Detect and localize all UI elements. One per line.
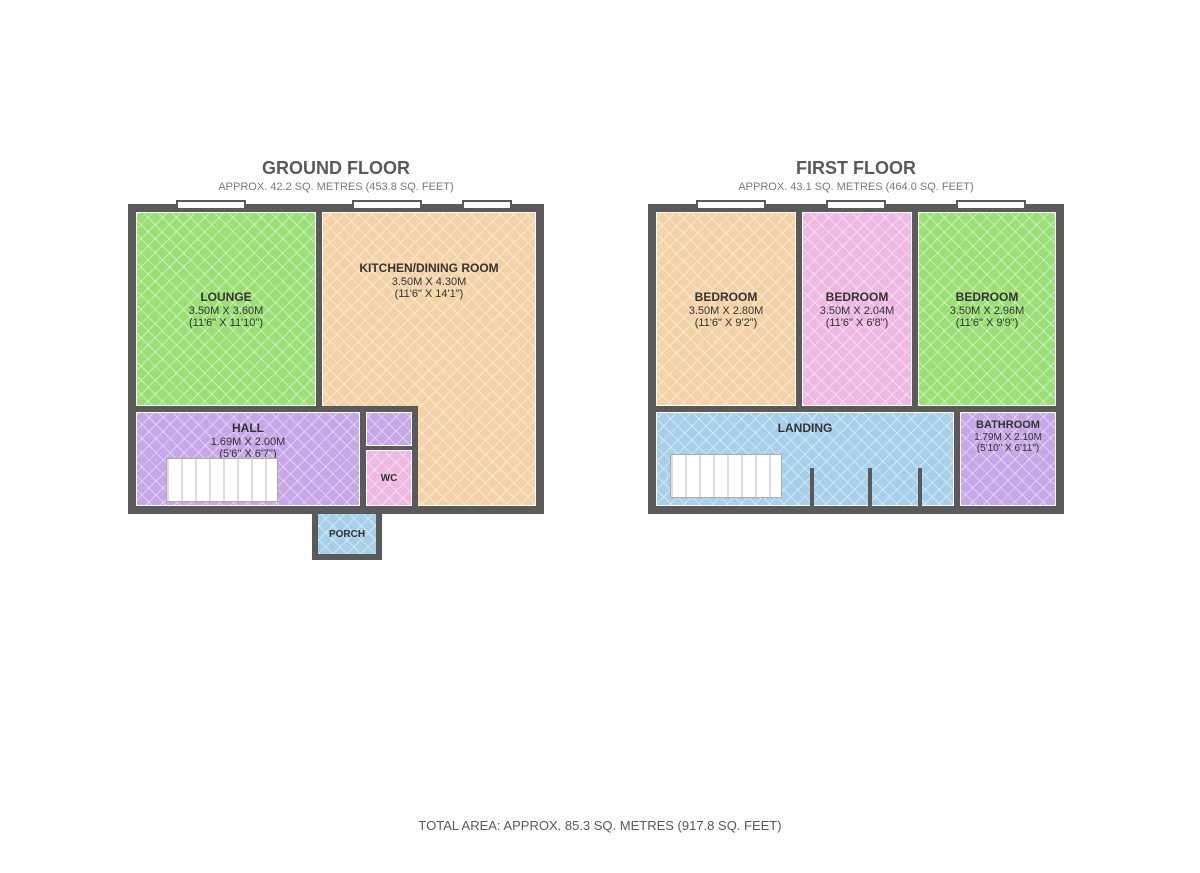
room-dims-imperial: (11'6" X 9'2") — [695, 317, 758, 329]
room-dims-imperial: (11'6" X 6'8") — [826, 317, 889, 329]
room-label: LANDING — [778, 421, 833, 435]
first-floor-title: FIRST FLOOR — [648, 158, 1064, 179]
first-floor-subtitle: APPROX. 43.1 SQ. METRES (464.0 SQ. FEET) — [648, 181, 1064, 193]
stairs-icon — [670, 454, 782, 498]
room-dims-imperial: (11'6" X 11'10") — [189, 317, 263, 329]
room-label: BATHROOM — [976, 419, 1040, 431]
ground-floor-plan: LOUNGE 3.50M X 3.60M (11'6" X 11'10") KI… — [128, 204, 544, 514]
internal-wall — [810, 468, 814, 506]
room-dims-metric: 1.69M X 2.00M — [211, 436, 286, 448]
stairs-icon — [166, 458, 278, 502]
room-dims-imperial: (5'10" X 6'11") — [977, 443, 1039, 454]
room-dims-metric: 3.50M X 3.60M — [189, 305, 264, 317]
total-area-footer: TOTAL AREA: APPROX. 85.3 SQ. METRES (917… — [0, 818, 1200, 833]
internal-wall — [918, 468, 922, 506]
internal-wall — [360, 412, 366, 506]
internal-wall — [136, 406, 418, 412]
room-dims-imperial: (11'6" X 9'9") — [956, 317, 1019, 329]
internal-wall — [796, 212, 802, 406]
room-wc: WC — [366, 450, 412, 506]
internal-wall — [656, 406, 1056, 412]
room-dims-metric: 3.50M X 2.80M — [689, 305, 764, 317]
room-label: BEDROOM — [826, 290, 889, 304]
room-label: BEDROOM — [956, 290, 1019, 304]
window-icon — [696, 200, 766, 210]
room-label: WC — [381, 473, 398, 484]
first-floor-title-block: FIRST FLOOR APPROX. 43.1 SQ. METRES (464… — [648, 158, 1064, 193]
room-label: PORCH — [329, 529, 365, 540]
room-label: HALL — [232, 421, 264, 435]
room-label: KITCHEN/DINING ROOM — [359, 261, 498, 275]
room-bedroom-3: BEDROOM 3.50M X 2.96M (11'6" X 9'9") — [918, 212, 1056, 406]
room-porch: PORCH — [312, 514, 382, 560]
room-bathroom: BATHROOM 1.79M X 2.10M (5'10" X 6'11") — [960, 412, 1056, 506]
room-lounge: LOUNGE 3.50M X 3.60M (11'6" X 11'10") — [136, 212, 316, 406]
ground-floor-subtitle: APPROX. 42.2 SQ. METRES (453.8 SQ. FEET) — [128, 181, 544, 193]
internal-wall — [366, 446, 412, 450]
room-dims-metric: 3.50M X 4.30M — [392, 276, 467, 288]
room-dims-metric: 3.50M X 2.04M — [820, 305, 895, 317]
ground-floor-title: GROUND FLOOR — [128, 158, 544, 179]
window-icon — [352, 200, 422, 210]
room-dims-metric: 3.50M X 2.96M — [950, 305, 1025, 317]
window-icon — [956, 200, 1026, 210]
internal-wall — [954, 412, 960, 506]
first-floor-plan: BEDROOM 3.50M X 2.80M (11'6" X 9'2") BED… — [648, 204, 1064, 514]
room-bedroom-2: BEDROOM 3.50M X 2.04M (11'6" X 6'8") — [802, 212, 912, 406]
internal-wall — [412, 406, 418, 506]
room-hall-annex — [366, 412, 412, 446]
window-icon — [176, 200, 246, 210]
internal-wall — [316, 212, 322, 406]
ground-floor-title-block: GROUND FLOOR APPROX. 42.2 SQ. METRES (45… — [128, 158, 544, 193]
room-label: LOUNGE — [200, 290, 251, 304]
room-dims-metric: 1.79M X 2.10M — [974, 432, 1042, 443]
room-dims-imperial: (11'6" X 14'1") — [395, 288, 464, 300]
internal-wall — [868, 468, 872, 506]
internal-wall — [912, 212, 918, 406]
window-icon — [462, 200, 512, 210]
window-icon — [826, 200, 886, 210]
room-label: BEDROOM — [695, 290, 758, 304]
room-bedroom-1: BEDROOM 3.50M X 2.80M (11'6" X 9'2") — [656, 212, 796, 406]
